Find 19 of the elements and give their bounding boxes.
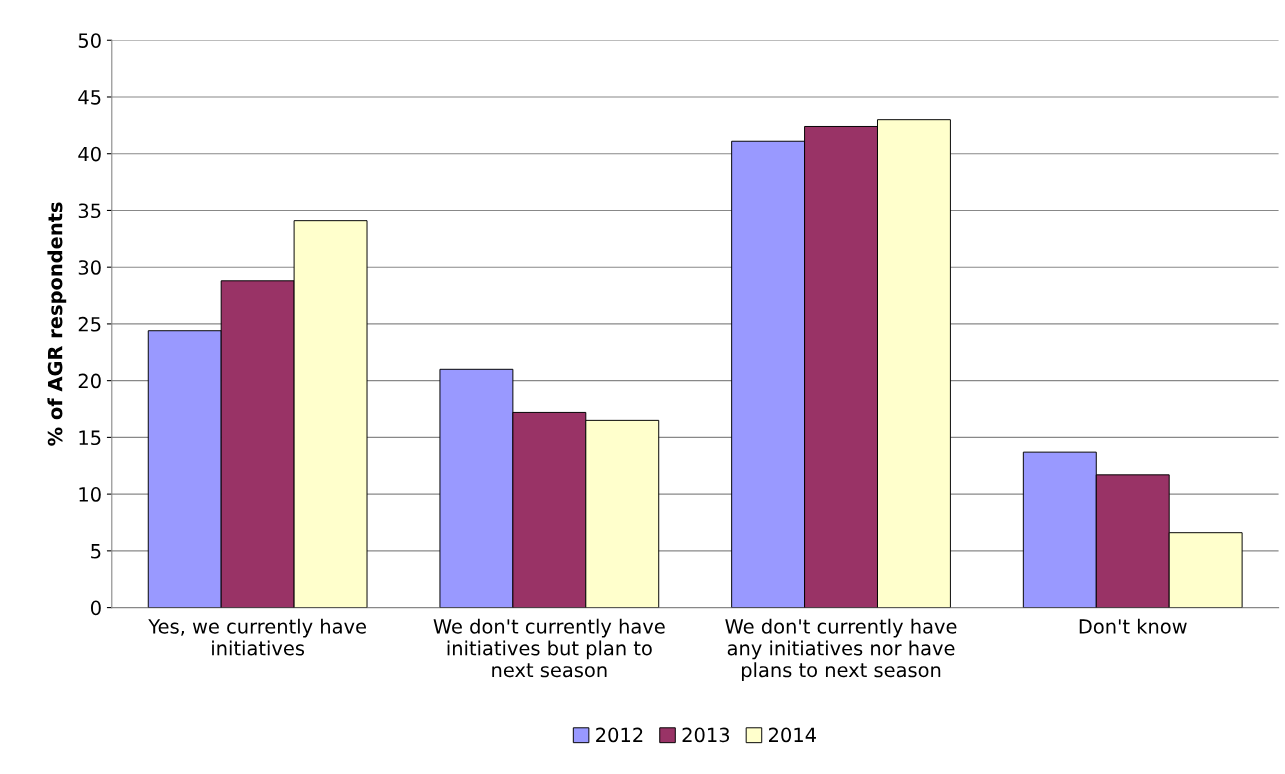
y-tick-label: 50 [78, 33, 101, 48]
y-tick-label: 0 [90, 600, 101, 616]
legend-label: 2013 [682, 727, 730, 743]
x-tick-label: Yes, we currently have initiatives [148, 618, 366, 656]
y-tick-label: 40 [78, 146, 101, 162]
y-tick-label: 10 [79, 487, 101, 502]
legend-label: 2014 [768, 727, 816, 743]
y-tick-label: 35 [78, 203, 101, 219]
x-tick-label: Don't know [1079, 618, 1187, 634]
y-tick-label: 5 [91, 544, 101, 559]
y-tick-label: 15 [79, 430, 101, 446]
y-tick-label: 45 [78, 90, 101, 105]
y-tick-label: 25 [78, 316, 101, 332]
x-tick-label: We don't currently have initiatives but plan to next season [433, 618, 665, 678]
y-tick-label: 20 [78, 373, 101, 389]
legend-label: 2012 [596, 727, 643, 743]
y-axis-title: % of AGR respondents [47, 202, 67, 446]
y-tick-label: 30 [78, 260, 101, 275]
x-tick-label: We don't currently have any initiatives nor have plans to next season [725, 618, 957, 682]
